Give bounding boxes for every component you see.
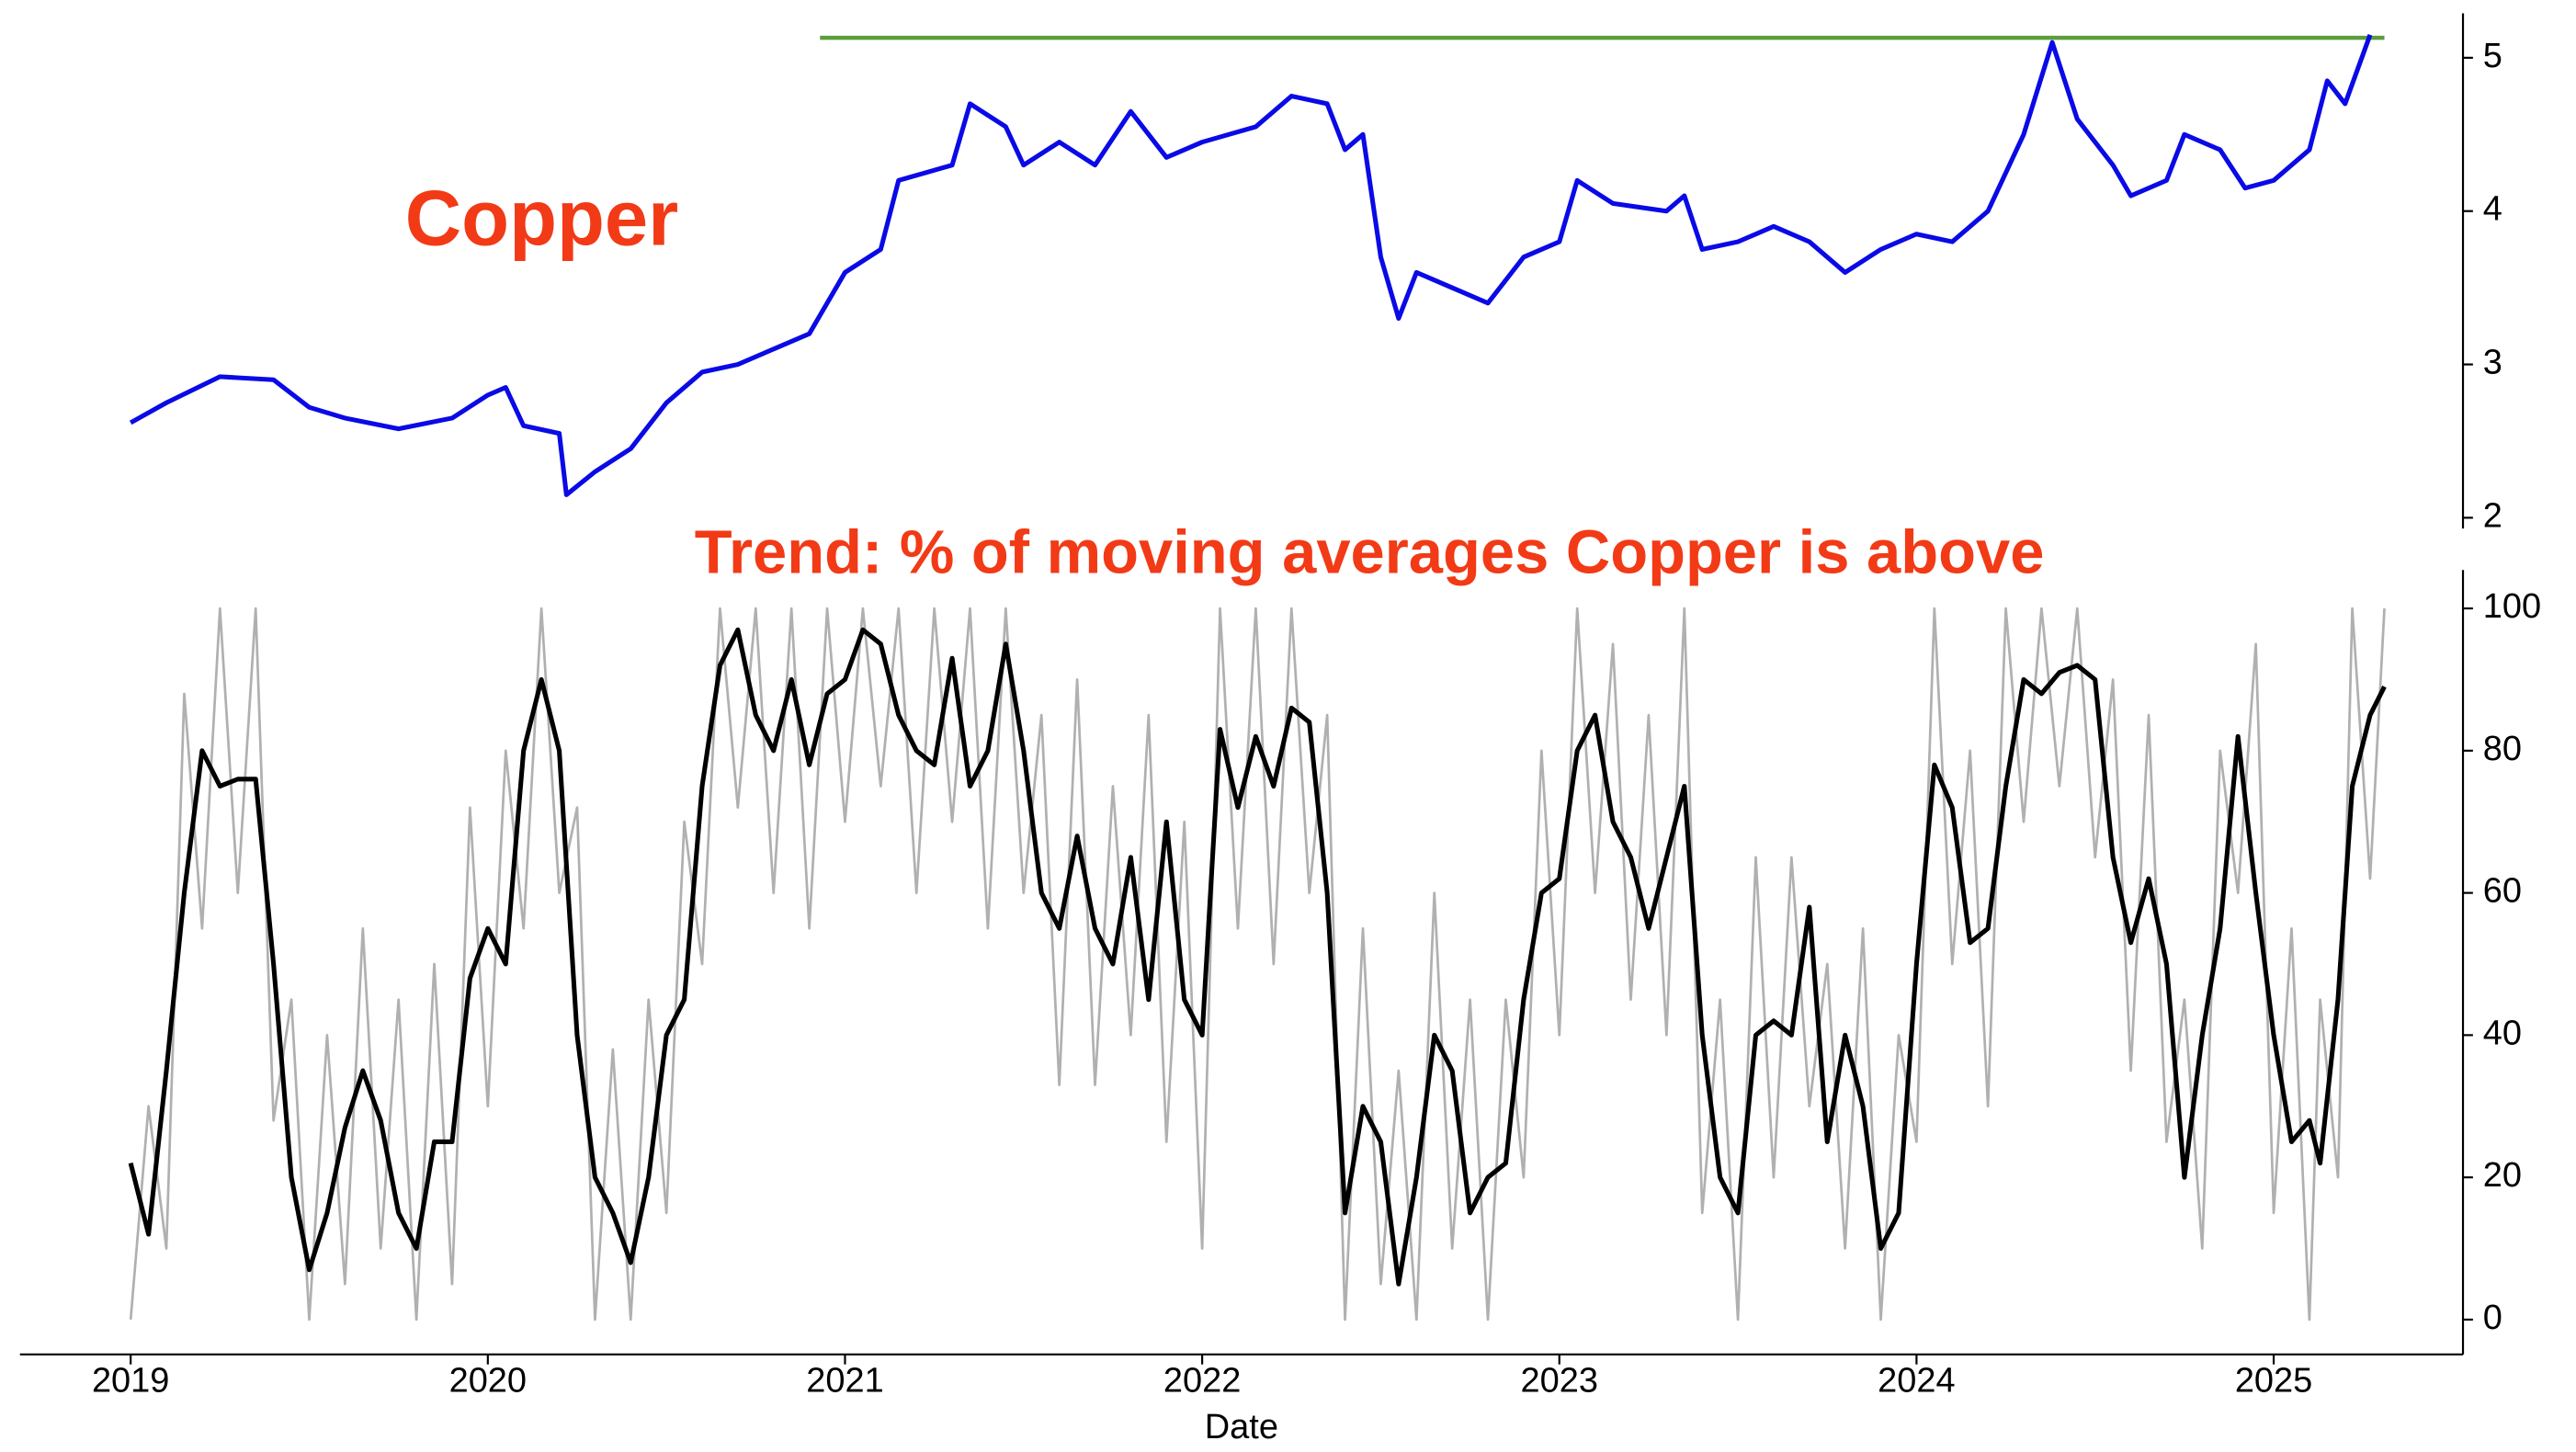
x-tick-label: 2025 <box>2235 1362 2312 1401</box>
chart-title: Trend: % of moving averages Copper is ab… <box>695 517 2045 586</box>
y-tick-label: 100 <box>2483 587 2541 626</box>
y-tick-label: 40 <box>2483 1014 2522 1052</box>
x-tick-label: 2020 <box>449 1362 527 1401</box>
y-tick-label: 3 <box>2483 344 2502 382</box>
data-line <box>129 607 2386 1322</box>
y-tick-label: 2 <box>2483 496 2502 535</box>
y-tick-label: 60 <box>2483 872 2522 911</box>
x-tick-label: 2022 <box>1163 1362 1241 1401</box>
x-tick-label: 2021 <box>806 1362 883 1401</box>
x-tick-label: 2024 <box>1878 1362 1955 1401</box>
chart-title: Copper <box>405 176 678 263</box>
x-tick-label: 2023 <box>1521 1362 1598 1401</box>
y-tick-label: 5 <box>2483 37 2502 75</box>
y-tick-label: 80 <box>2483 730 2522 768</box>
y-tick-label: 4 <box>2483 190 2502 229</box>
x-tick-label: 2019 <box>92 1362 169 1401</box>
x-axis-label: Date <box>1205 1408 1278 1446</box>
y-tick-label: 20 <box>2483 1156 2522 1195</box>
data-line <box>128 627 2387 1287</box>
data-line <box>129 33 2373 497</box>
y-tick-label: 0 <box>2483 1299 2502 1337</box>
